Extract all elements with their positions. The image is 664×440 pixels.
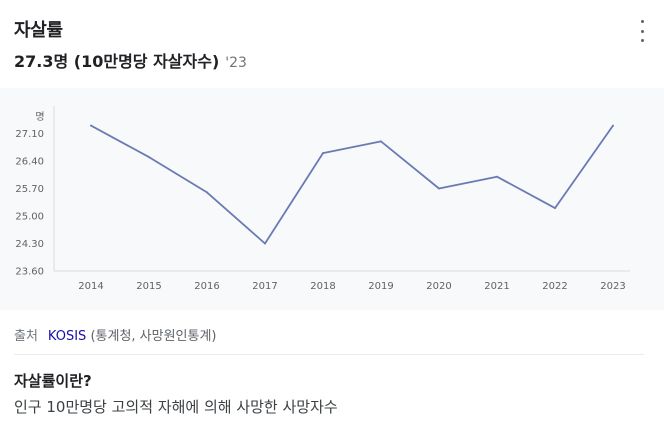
y-tick-label: 23.60 xyxy=(15,267,44,278)
source-detail: (통계청, 사망원인통계) xyxy=(90,329,217,344)
card-title: 자살률 xyxy=(14,20,63,41)
line-chart: 명 27.10 26.40 25.70 25.00 24.30 23.60 2014 2015 2… xyxy=(0,88,664,310)
data-point xyxy=(90,124,92,127)
stat-value-row: 27.3명 (10만명당 자살자수) '23 xyxy=(14,48,247,72)
divider xyxy=(14,354,644,355)
data-point xyxy=(554,207,556,210)
y-tick-label: 25.70 xyxy=(15,184,44,195)
data-point xyxy=(206,191,208,194)
stat-value: 27.3명 (10만명당 자살자수) xyxy=(14,52,220,71)
x-tick-label: 2023 xyxy=(600,281,625,292)
data-point xyxy=(612,124,614,127)
data-point xyxy=(496,175,498,178)
data-point xyxy=(148,156,150,159)
x-tick-label: 2017 xyxy=(252,281,277,292)
x-tick-label: 2015 xyxy=(136,281,161,292)
chart-svg: 명 27.10 26.40 25.70 25.00 24.30 23.60 2014 2015 2… xyxy=(15,106,630,292)
y-tick-label: 26.40 xyxy=(15,157,44,168)
definition-title: 자살률이란? xyxy=(14,372,92,390)
data-point xyxy=(322,152,324,155)
x-tick-label: 2016 xyxy=(194,281,219,292)
series-line xyxy=(90,124,614,245)
y-tick-label: 25.00 xyxy=(15,212,44,223)
x-tick-label: 2014 xyxy=(78,281,103,292)
x-tick-label: 2020 xyxy=(426,281,451,292)
x-tick-label: 2019 xyxy=(368,281,393,292)
x-tick-label: 2022 xyxy=(542,281,567,292)
y-tick-label: 24.30 xyxy=(15,239,44,250)
y-axis-unit: 명 xyxy=(35,111,44,123)
more-vert-icon[interactable] xyxy=(632,20,652,42)
definition-text: 인구 10만명당 고의적 자해에 의해 사망한 사망자수 xyxy=(14,398,338,416)
source-label: 출처 xyxy=(14,329,38,344)
stat-year: '23 xyxy=(225,55,247,71)
source-link[interactable]: KOSIS xyxy=(47,329,87,344)
x-tick-label: 2018 xyxy=(310,281,335,292)
y-tick-label: 27.10 xyxy=(15,129,44,140)
source-line: 출처 KOSIS (통계청, 사망원인통계) xyxy=(14,325,217,344)
data-point xyxy=(264,242,266,245)
data-point xyxy=(438,187,440,190)
data-point xyxy=(380,140,382,143)
x-tick-label: 2021 xyxy=(484,281,509,292)
